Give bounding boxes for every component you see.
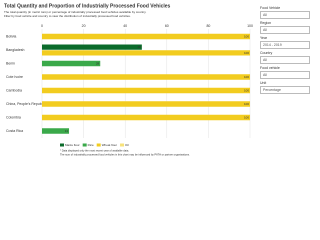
- x-tick-label: 60: [165, 24, 169, 28]
- x-tick-label: 0: [41, 24, 43, 28]
- y-tick-label: Cambodia: [6, 89, 22, 93]
- bar: [42, 50, 250, 56]
- subtitle: The total quantity (in metric tons) or p…: [4, 10, 147, 14]
- filter-label: Unit: [260, 81, 267, 85]
- chart-title: Total Quantity and Proportion of Industr…: [4, 3, 171, 9]
- legend-swatch: [96, 143, 101, 147]
- y-tick-label: Bangladesh: [6, 48, 25, 52]
- bar: [42, 74, 250, 80]
- filter-select[interactable]: All: [260, 71, 310, 79]
- bar: [42, 60, 101, 67]
- value-label: 100: [244, 102, 249, 106]
- chart: Total Quantity and Proportion of Industr…: [4, 3, 253, 157]
- y-tick-label: Colombia: [6, 116, 21, 120]
- filter-select[interactable]: All: [260, 11, 310, 19]
- filter-label: Food Vehicle: [260, 6, 281, 10]
- legend-label: Wheat flour: [102, 143, 117, 147]
- value-label: 100: [244, 89, 249, 93]
- legend-label: Maize flour: [65, 143, 80, 147]
- filter-select[interactable]: All: [260, 56, 310, 64]
- value-label: 100: [244, 51, 249, 55]
- bar: [42, 33, 250, 40]
- y-tick-label: Benin: [6, 62, 15, 66]
- y-tick-label: Costa Rica: [6, 129, 23, 133]
- filter-select[interactable]: All: [260, 26, 310, 34]
- x-tick-label: 80: [206, 24, 210, 28]
- filter-select[interactable]: 2014 - 2019: [260, 41, 310, 49]
- value-label: 28: [96, 62, 100, 66]
- bar: [42, 128, 70, 134]
- page: Total Quantity and Proportion of Industr…: [4, 3, 310, 157]
- filter-select[interactable]: Percentage: [260, 86, 310, 94]
- filter-label: Year: [260, 36, 268, 40]
- value-label: 48: [137, 45, 141, 49]
- filter-label: Country: [260, 51, 273, 55]
- value-label: 13: [65, 129, 69, 133]
- subtitle: Filter by food vehicle and country to vi…: [4, 14, 131, 18]
- legend-label: Oil: [125, 143, 129, 147]
- bar: [42, 44, 142, 50]
- y-tick-label: Cote Ivoire: [6, 75, 23, 79]
- footnote: * Data displayed only the most recent ye…: [60, 149, 129, 153]
- value-label: 100: [244, 75, 249, 79]
- bar: [42, 87, 250, 94]
- x-tick-label: 100: [247, 24, 253, 28]
- value-label: 100: [244, 35, 249, 39]
- filter-label: Food vehicle: [260, 66, 280, 70]
- filter-label: Region: [260, 21, 272, 25]
- legend-swatch: [82, 143, 87, 147]
- x-tick-label: 40: [123, 24, 127, 28]
- y-tick-label: Bolivia: [6, 35, 16, 39]
- legend-label: Rice: [88, 143, 94, 147]
- x-tick-label: 20: [82, 24, 86, 28]
- filter-panel: Food Vehicle All Region All Year 2014 - 2019 C…: [260, 4, 310, 94]
- legend-swatch: [60, 143, 64, 147]
- y-tick-label: China, People's Republic of: [6, 102, 49, 106]
- footnote: The sum of industrially processed food v…: [60, 153, 190, 157]
- bar: [42, 101, 250, 107]
- value-label: 100: [244, 116, 249, 120]
- legend-swatch: [120, 143, 125, 147]
- bar: [42, 114, 250, 121]
